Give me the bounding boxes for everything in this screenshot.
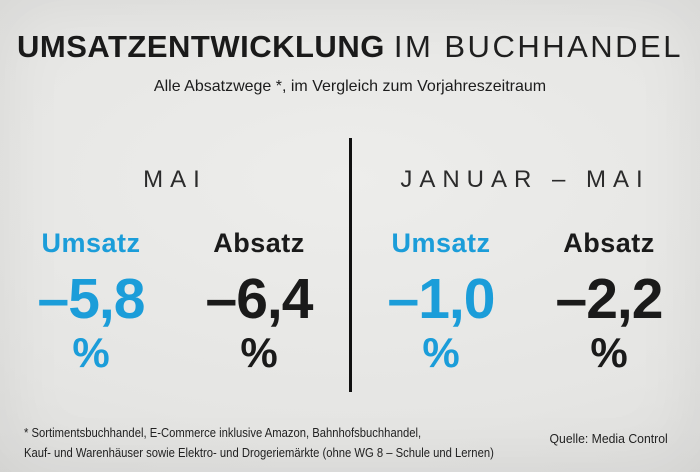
metric-januar-mai-umsatz: Umsatz –1,0 %: [362, 228, 520, 374]
metric-unit: %: [240, 329, 278, 376]
metric-value: –2,2: [555, 267, 664, 331]
metrics-row: Umsatz –1,0 % Absatz –2,2 %: [350, 228, 700, 374]
period-label-mai: MAI: [143, 166, 207, 193]
period-label-januar-mai: JANUAR – MAI: [400, 166, 650, 193]
vertical-divider: [349, 138, 352, 392]
page-title: UMSATZENTWICKLUNG IM BUCHHANDEL: [0, 31, 700, 62]
title-emphasis: UMSATZENTWICKLUNG: [17, 29, 385, 64]
metric-unit: %: [422, 329, 460, 376]
metric-value: –1,0: [387, 267, 496, 331]
metric-label: Absatz: [563, 228, 655, 258]
metric-value: –5,8: [37, 267, 146, 331]
source-credit: Quelle: Media Control: [549, 431, 668, 446]
page-subtitle: Alle Absatzwege *, im Vergleich zum Vorj…: [153, 78, 547, 95]
header: UMSATZENTWICKLUNG IM BUCHHANDEL Alle Absa…: [0, 0, 700, 96]
metric-unit: %: [72, 329, 110, 376]
footnote-line-2: Kauf- und Warenhäuser sowie Elektro- und…: [24, 446, 494, 460]
metric-mai-umsatz: Umsatz –5,8 %: [12, 228, 170, 374]
metrics-row: Umsatz –5,8 % Absatz –6,4 %: [0, 228, 350, 374]
footnote: * Sortimentsbuchhandel, E-Commerce inklu…: [24, 423, 494, 463]
title-rest: IM BUCHHANDEL: [393, 29, 683, 64]
metric-januar-mai-absatz: Absatz –2,2 %: [530, 228, 688, 374]
metric-value: –6,4: [205, 267, 314, 331]
metric-unit: %: [590, 329, 628, 376]
footnote-line-1: * Sortimentsbuchhandel, E-Commerce inklu…: [24, 426, 422, 440]
panel-mai: MAI Umsatz –5,8 % Absatz –6,4 %: [0, 140, 350, 400]
metric-label: Umsatz: [41, 228, 141, 258]
panel-januar-mai: JANUAR – MAI Umsatz –1,0 % Absatz –2,2 %: [350, 140, 700, 400]
panels-container: MAI Umsatz –5,8 % Absatz –6,4 % JANUAR –…: [0, 140, 700, 400]
metric-mai-absatz: Absatz –6,4 %: [180, 228, 338, 374]
metric-label: Umsatz: [391, 228, 491, 258]
metric-label: Absatz: [213, 228, 305, 258]
